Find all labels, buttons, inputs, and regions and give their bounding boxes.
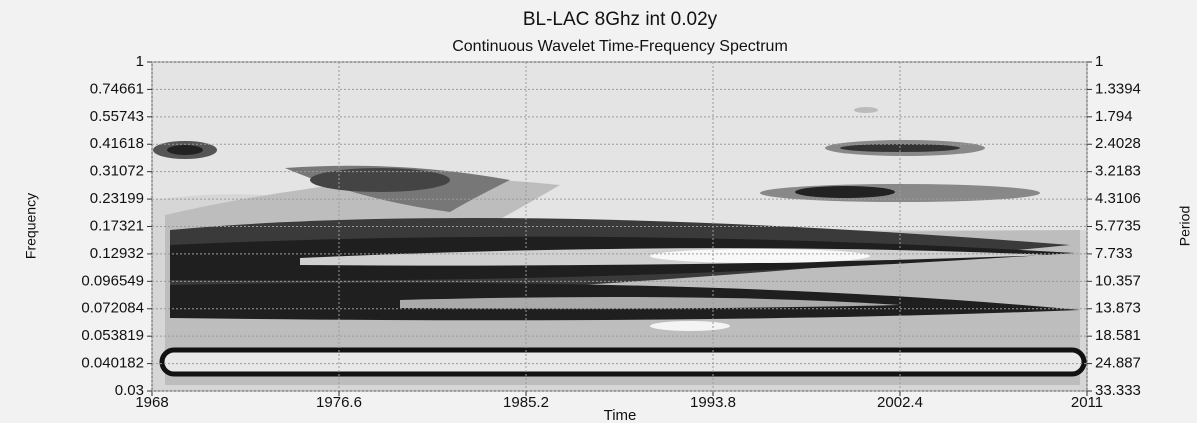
y-tick-label: 1 [136,53,144,70]
spectrum [152,62,1087,391]
x-tick-label: 1976.6 [316,394,362,411]
y2-tick-label: 2.4028 [1095,135,1141,152]
y-tick-label: 0.03 [115,382,144,399]
y2-tick-label: 33.333 [1095,382,1141,399]
chart-title: BL-LAC 8Ghz int 0.02y [523,9,718,30]
y2-tick-label: 1.3394 [1095,80,1141,97]
chart-subtitle: Continuous Wavelet Time-Frequency Spectr… [452,38,788,55]
x-tick-label: 1968 [135,394,168,411]
y-tick-label: 0.040182 [81,355,144,372]
y2-tick-label: 13.873 [1095,300,1141,317]
x-axis-label: Time [604,407,637,423]
y2-tick-label: 7.733 [1095,245,1133,262]
y-tick-label: 0.31072 [90,163,144,180]
x-tick-label: 1985.2 [503,394,549,411]
y2-tick-label: 4.3106 [1095,190,1141,207]
y2-tick-label: 18.581 [1095,327,1141,344]
y2-tick-label: 10.357 [1095,272,1141,289]
y-tick-label: 0.55743 [90,108,144,125]
x-tick-label: 2002.4 [877,394,923,411]
x-tick-label: 2011 [1071,394,1103,411]
y-axis-label: Frequency [23,193,39,259]
y-tick-label: 0.23199 [90,190,144,207]
x-tick-label: 1993.8 [690,394,736,411]
y-tick-label: 0.41618 [90,135,144,152]
y2-tick-label: 3.2183 [1095,163,1141,180]
y-tick-label: 0.072084 [81,300,144,317]
y-tick-label: 0.17321 [90,217,144,234]
y-tick-label: 0.096549 [81,272,144,289]
y-tick-label: 0.053819 [81,327,144,344]
y-tick-label: 0.12932 [90,245,144,262]
y-tick-label: 0.74661 [90,80,144,97]
y2-tick-label: 5.7735 [1095,217,1141,234]
y2-tick-label: 1 [1095,53,1103,70]
y2-tick-label: 24.887 [1095,355,1141,372]
y2-tick-label: 1.794 [1095,108,1133,125]
y2-axis-label: Period [1177,206,1193,246]
